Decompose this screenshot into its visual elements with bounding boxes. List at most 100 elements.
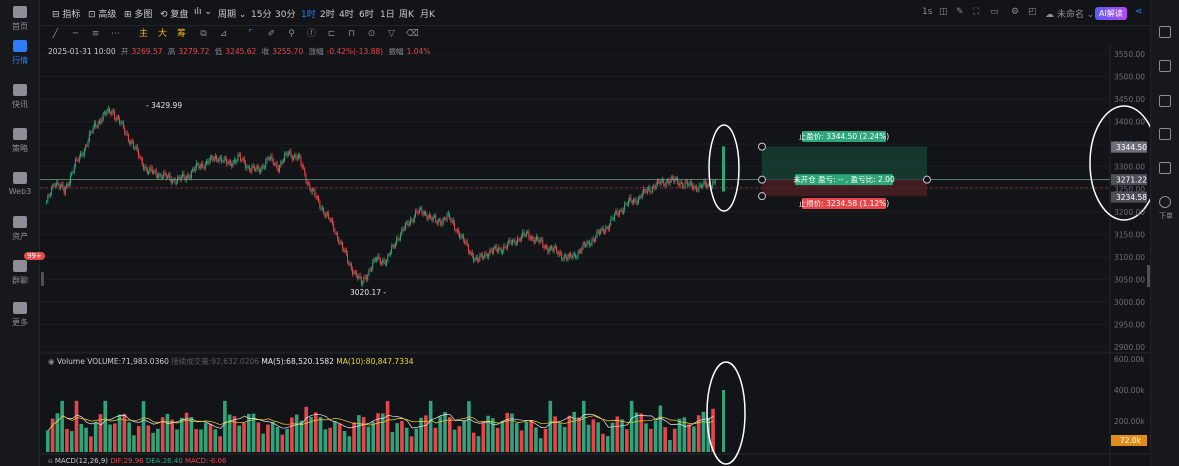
candle-body xyxy=(375,259,377,261)
candle-body xyxy=(538,239,540,243)
select-box-icon[interactable]: ⌜ xyxy=(248,29,253,39)
candle-body xyxy=(522,232,524,237)
interval-month[interactable]: 月K xyxy=(420,10,435,20)
ruler-icon[interactable]: ⊿ xyxy=(219,29,228,39)
interval-seconds[interactable]: 1s xyxy=(922,7,933,17)
sidebar-item-news[interactable]: 快讯 xyxy=(0,80,40,120)
trendline-icon[interactable]: ╱ xyxy=(52,29,59,39)
candle-body xyxy=(523,232,525,235)
candle-body xyxy=(621,209,623,213)
wallet-icon xyxy=(13,216,27,228)
main-chip-button[interactable]: 主 xyxy=(138,29,148,39)
more-lines-icon[interactable]: ⋯ xyxy=(111,29,120,39)
candle-body xyxy=(155,170,157,176)
eye-icon[interactable]: ◉ xyxy=(48,357,55,366)
bag-icon[interactable]: ⊏ xyxy=(327,29,336,39)
candle-body xyxy=(59,185,61,188)
brush-icon[interactable]: ✐ xyxy=(267,29,276,39)
large-order-button[interactable]: 大 xyxy=(157,29,167,39)
share-icon[interactable]: ⋖ xyxy=(1135,7,1143,17)
order-icon[interactable] xyxy=(1159,196,1171,208)
candle-body xyxy=(616,210,618,214)
filter-icon[interactable]: ▽ xyxy=(388,29,395,39)
ai-interpret-button[interactable]: AI解读 xyxy=(1095,7,1127,20)
candle-body xyxy=(124,127,126,134)
candle-body xyxy=(404,223,406,229)
settings-icon[interactable]: ⚙ xyxy=(1011,7,1020,17)
candlestick-chart[interactable]: 止盈价: 3344.50 (2.24%) 未开仓 盈亏: -- , 盈亏比: 2.… xyxy=(0,0,1150,466)
trash-icon[interactable]: ⌫ xyxy=(406,29,419,39)
tp-axis-label-bg xyxy=(1111,141,1147,153)
layout-icon[interactable]: ◰ xyxy=(1028,7,1037,17)
sidebar-item-home[interactable]: 首页 xyxy=(0,2,40,42)
interval-15m[interactable]: 15分 xyxy=(251,10,272,20)
interval-1d[interactable]: 1日 xyxy=(380,10,395,20)
sidebar-item-more[interactable]: 更多 xyxy=(0,298,40,338)
document-icon[interactable] xyxy=(1159,26,1171,38)
advanced-button[interactable]: ⊡ 高级 xyxy=(88,10,117,20)
multi-chart-button[interactable]: ⊞ 多图 xyxy=(124,10,153,20)
candle-body xyxy=(379,258,381,264)
take-profit-label: 止盈价: 3344.50 (2.24%) xyxy=(799,131,890,141)
sidebar-item-strategy[interactable]: 策略 xyxy=(0,124,40,164)
interval-6h[interactable]: 6时 xyxy=(359,10,374,20)
volume-bar xyxy=(117,414,122,452)
candle-body xyxy=(88,133,90,141)
volume-bar xyxy=(582,400,586,452)
candle-body xyxy=(456,229,458,232)
candle-body xyxy=(169,174,171,180)
fullscreen-icon[interactable]: ⛶ xyxy=(973,7,980,17)
candle-body xyxy=(509,239,511,243)
candle-body xyxy=(117,116,119,119)
interval-1h[interactable]: 1时 xyxy=(301,10,316,20)
candle-body xyxy=(358,275,360,279)
candle-body xyxy=(207,161,209,164)
candle-body xyxy=(577,251,579,257)
candle-body xyxy=(306,182,308,184)
volume-bar xyxy=(371,421,376,452)
indicators-button[interactable]: ⊟ 指标 xyxy=(52,10,81,20)
candle-body xyxy=(552,248,554,251)
cloud-icon[interactable]: ☁ 未命名 ⌄ xyxy=(1045,10,1095,20)
volume-bar xyxy=(333,421,337,452)
chip-distribution-button[interactable]: 筹 xyxy=(176,29,186,39)
horizontal-line-icon[interactable]: ─ xyxy=(72,29,79,39)
lock-icon[interactable]: ⊓ xyxy=(347,29,356,39)
chart-type-button[interactable]: ılı ⌄ xyxy=(194,7,212,17)
chart-icon[interactable] xyxy=(1159,95,1171,107)
interval-2h[interactable]: 2时 xyxy=(320,10,335,20)
edit-icon[interactable]: ✎ xyxy=(956,7,964,17)
candle-body xyxy=(436,221,438,224)
parallel-channel-icon[interactable]: ≡ xyxy=(91,29,100,39)
replay-button[interactable]: ⟲ 复盘 xyxy=(160,10,189,20)
candle-body xyxy=(121,121,123,124)
sidebar-item-chat[interactable]: 99+ 群聊 xyxy=(0,252,45,296)
copy-icon[interactable]: ⧉ xyxy=(200,29,207,39)
interval-4h[interactable]: 4时 xyxy=(339,10,354,20)
order-label[interactable]: 下单 xyxy=(1159,212,1173,220)
bell-icon[interactable]: ⍾ xyxy=(48,457,53,465)
sidebar-item-web3[interactable]: Web3 xyxy=(0,168,40,208)
candle-body xyxy=(135,146,137,148)
candle-body xyxy=(455,229,457,232)
camera-icon[interactable]: ◫ xyxy=(939,7,948,17)
calendar-icon[interactable] xyxy=(1159,162,1171,174)
magnet-icon[interactable]: ⊙ xyxy=(367,29,376,39)
dollar-icon[interactable] xyxy=(1159,60,1171,72)
candle-body xyxy=(447,213,449,215)
monitor-icon[interactable] xyxy=(1159,128,1171,140)
low-value: 3245.62 xyxy=(225,47,257,56)
window-icon[interactable]: ▭ xyxy=(990,7,999,17)
volume-bar xyxy=(141,401,146,452)
interval-30m[interactable]: 30分 xyxy=(275,10,296,20)
candle-body xyxy=(299,154,301,158)
period-dropdown[interactable]: 周期 ⌄ xyxy=(218,10,247,20)
candle-body xyxy=(668,180,670,184)
formula-icon[interactable]: ⓕ xyxy=(306,29,316,39)
interval-week[interactable]: 周K xyxy=(399,10,414,20)
sidebar-item-market[interactable]: 行情 xyxy=(0,36,40,76)
candle-body xyxy=(354,271,356,273)
sidebar-item-assets[interactable]: 资产 xyxy=(0,212,40,252)
candle-body xyxy=(629,197,631,201)
link-icon[interactable]: ⚲ xyxy=(288,29,295,39)
